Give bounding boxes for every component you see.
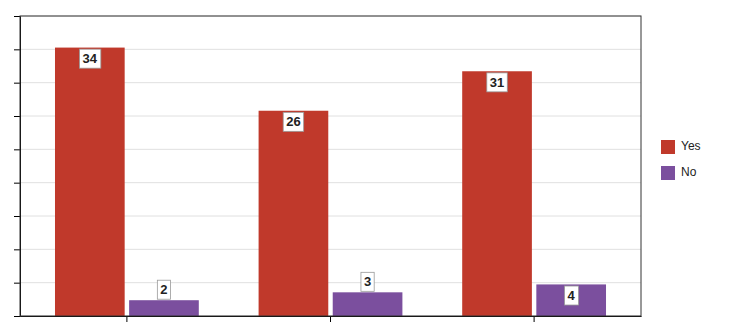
data-label: 3 (361, 272, 374, 291)
y-tick (14, 316, 20, 317)
data-label-text: 3 (364, 274, 371, 289)
plot: 342631234 (14, 16, 642, 322)
bar (129, 300, 199, 316)
legend-label: Yes (681, 139, 701, 153)
y-tick (14, 16, 20, 17)
y-tick-mark (14, 249, 20, 250)
chart: 342631234YesNo (0, 0, 741, 332)
legend-item: Yes (661, 139, 701, 154)
data-label-text: 2 (160, 282, 167, 297)
data-label-text: 34 (83, 51, 98, 66)
bars (55, 48, 606, 316)
y-tick-mark (14, 149, 20, 150)
data-label-box (565, 286, 579, 305)
y-tick (14, 83, 20, 84)
legend-swatch (661, 166, 675, 180)
data-label-box (157, 280, 170, 299)
y-tick (14, 249, 20, 250)
y-tick (14, 283, 20, 284)
y-tick (14, 49, 20, 50)
x-tick (534, 316, 535, 322)
y-tick-mark (14, 116, 20, 117)
legend-label: No (681, 165, 697, 179)
y-tick-mark (14, 49, 20, 50)
y-tick (14, 216, 20, 217)
data-label-text: 26 (286, 114, 300, 129)
bar (333, 292, 403, 316)
y-tick-mark (14, 183, 20, 184)
data-label: 26 (283, 112, 303, 131)
data-label-box (283, 112, 303, 131)
y-tick (14, 149, 20, 150)
x-tick-mark (534, 316, 535, 322)
data-label-text: 4 (568, 288, 576, 303)
y-tick-mark (14, 216, 20, 217)
x-tick (330, 316, 331, 322)
y-tick-mark (14, 283, 20, 284)
data-label-box (80, 49, 101, 68)
y-tick-mark (14, 16, 20, 17)
y-tick (14, 183, 20, 184)
bar (462, 71, 532, 316)
data-label: 2 (157, 280, 170, 299)
data-label: 31 (487, 73, 507, 92)
y-tick (14, 116, 20, 117)
data-label: 4 (565, 286, 579, 305)
x-axis (21, 316, 642, 322)
data-label-text: 31 (490, 75, 504, 90)
data-label: 34 (80, 49, 101, 68)
plot-frame (20, 16, 641, 316)
x-tick-mark (126, 316, 127, 322)
legend-swatch (661, 140, 675, 154)
x-tick (126, 316, 127, 322)
bar (55, 48, 125, 316)
grid (20, 16, 641, 316)
y-tick-mark (14, 316, 20, 317)
data-label-box (361, 272, 374, 291)
legend: Yes No (661, 139, 701, 180)
legend-item: No (661, 165, 697, 180)
bar (536, 284, 606, 316)
data-label-box (487, 73, 507, 92)
x-tick-mark (330, 316, 331, 322)
data-labels: 342631234 (80, 49, 579, 305)
bar (259, 111, 329, 316)
y-tick-mark (14, 83, 20, 84)
